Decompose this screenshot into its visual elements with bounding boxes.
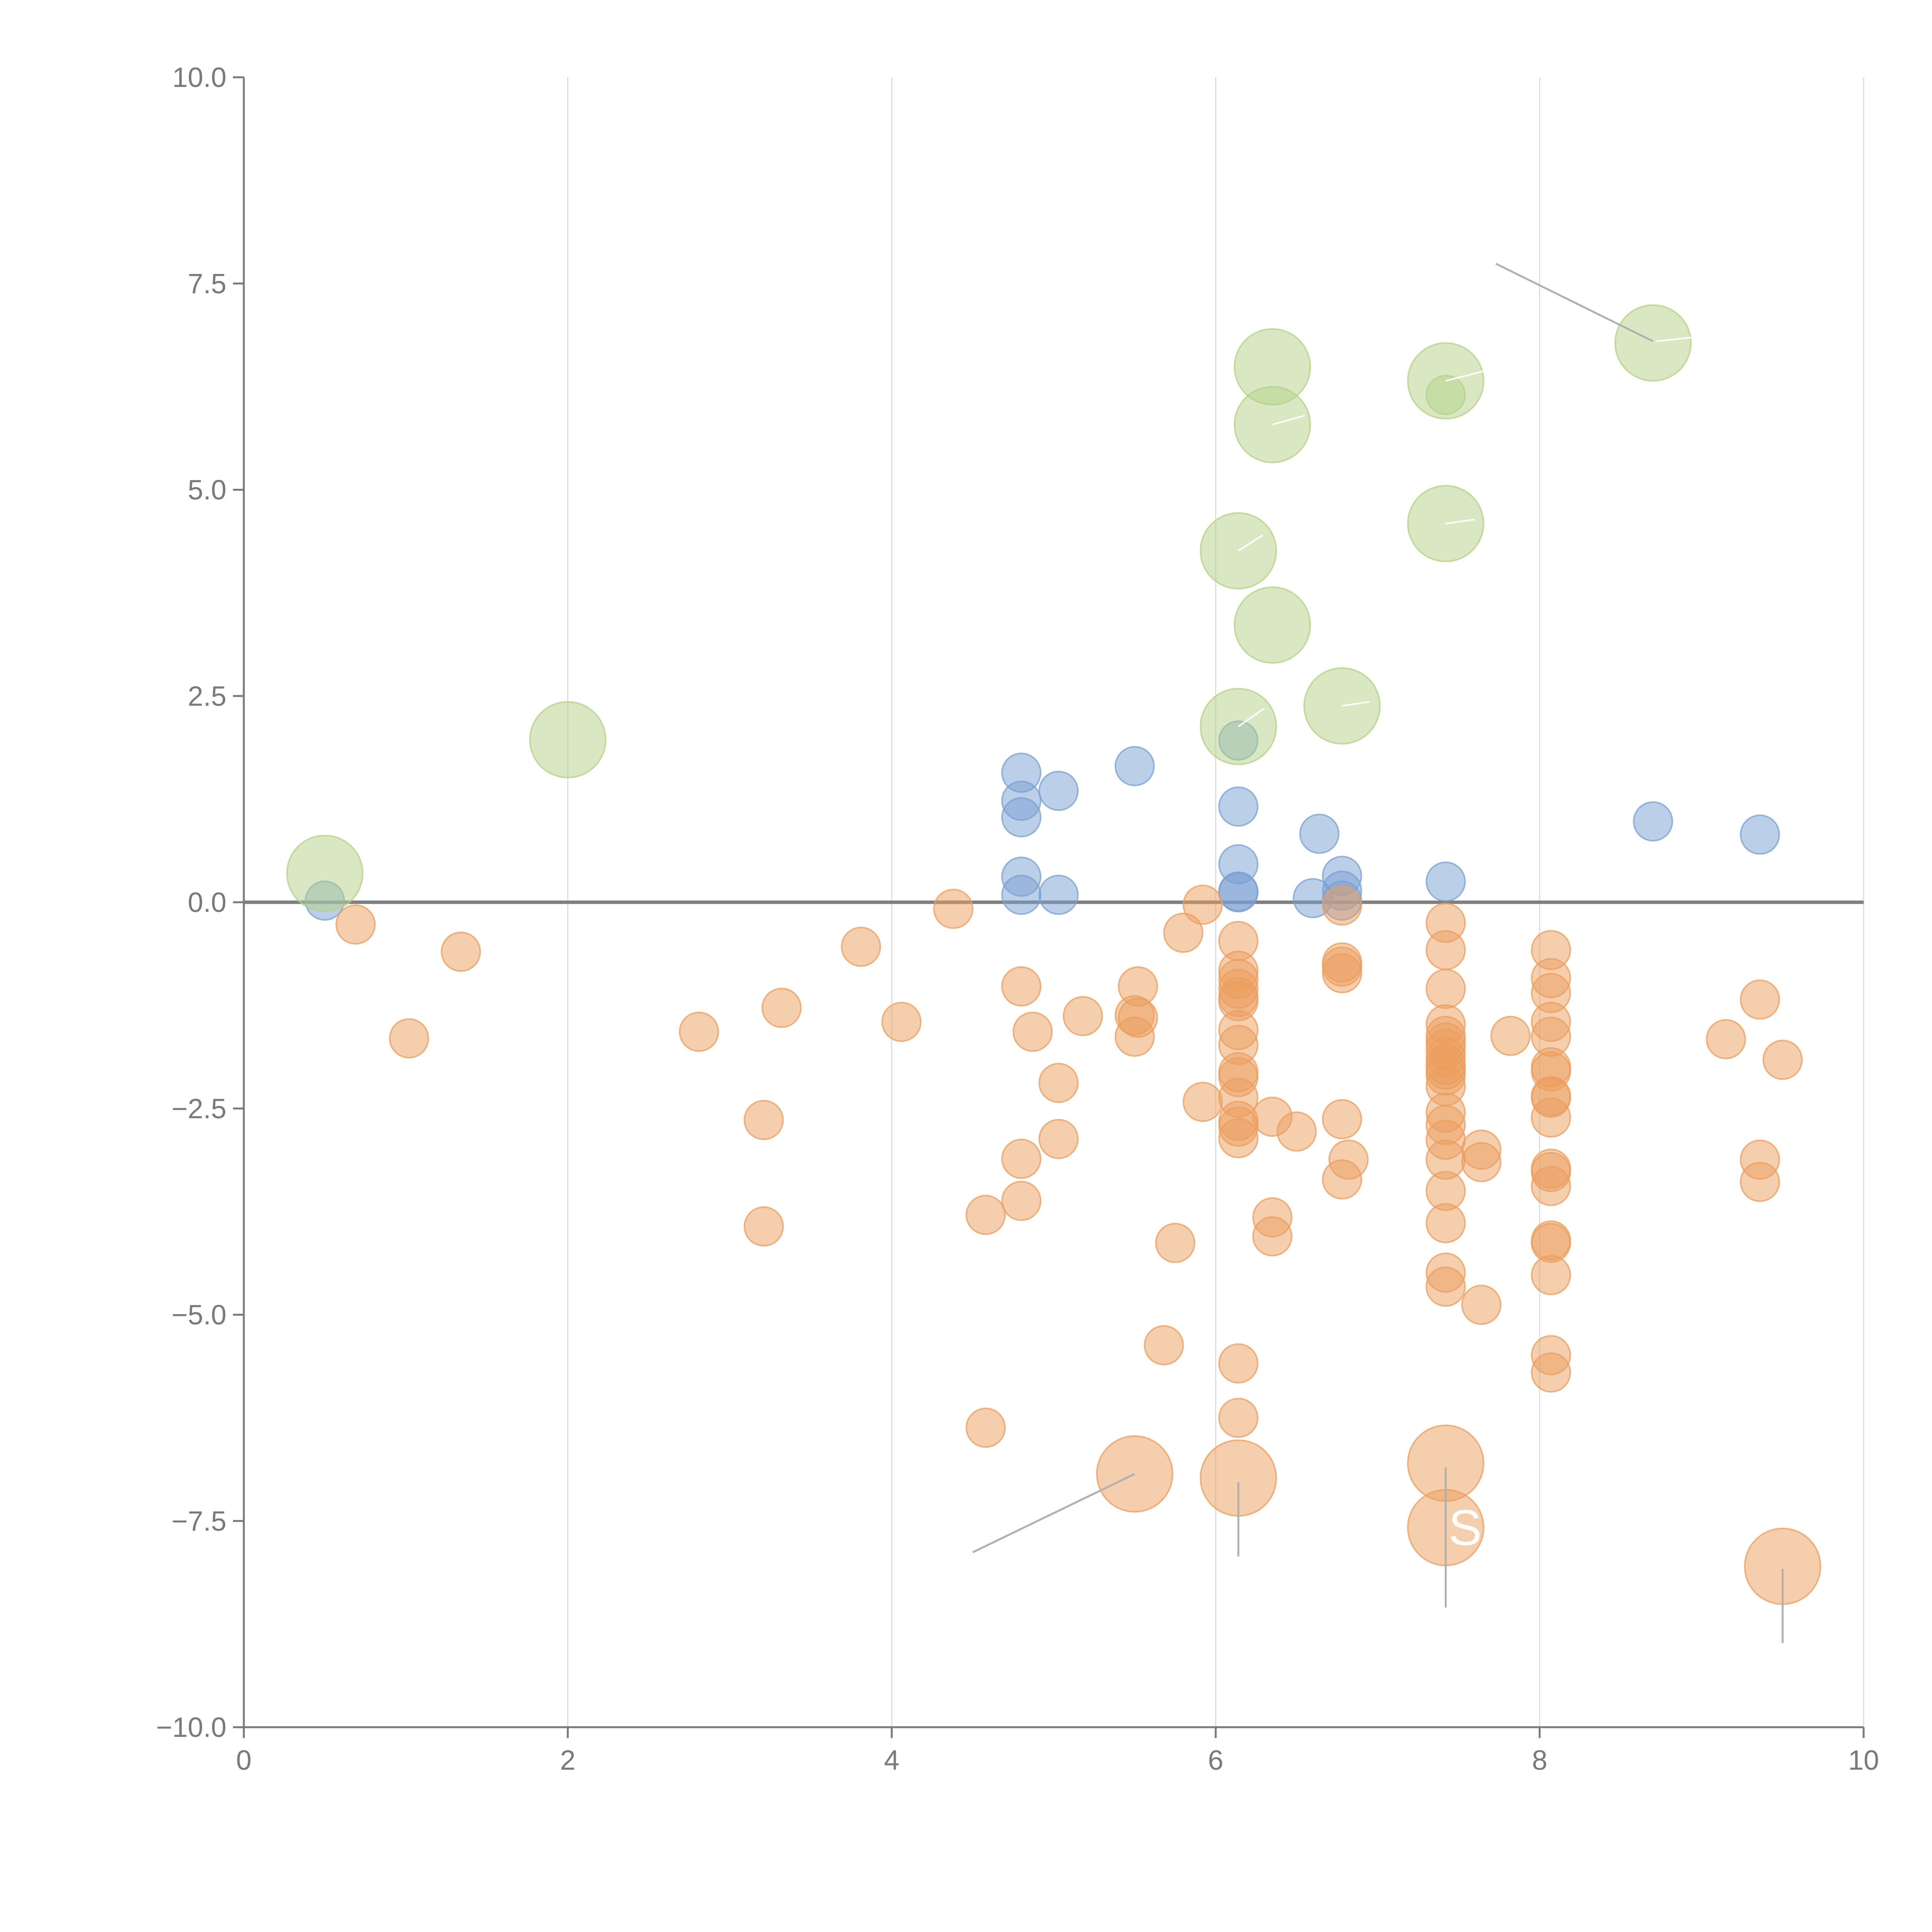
point-orange-97	[1706, 1019, 1746, 1060]
point-orange-22	[1117, 997, 1158, 1038]
point-green-0	[286, 835, 364, 912]
point-blue-7	[1038, 874, 1079, 915]
point-orange-10	[965, 1195, 1006, 1235]
point-orange-57	[1425, 969, 1466, 1009]
point-orange-25	[1163, 912, 1204, 953]
point-orange-27	[1182, 1082, 1223, 1122]
point-orange-8	[881, 1002, 922, 1042]
point-orange-4	[743, 1100, 784, 1140]
point-green-10	[1614, 304, 1692, 382]
point-orange-54	[1328, 1139, 1369, 1180]
point-blue-21	[1740, 814, 1780, 855]
point-orange-72	[1425, 1203, 1466, 1243]
point-blue-13	[1218, 872, 1259, 913]
point-orange-41	[1218, 1118, 1259, 1158]
axis-ticks: −10.0 −7.5 −5.0 −2.5 0.0 2.5 5.0 7.5 10.0 0 2 4 6 8 10	[156, 62, 1879, 1776]
y-tick-label-6: 5.0	[188, 475, 226, 506]
y-tick-label-1: −7.5	[172, 1506, 226, 1537]
connector-line-8	[1238, 534, 1263, 552]
connector-line-4	[1495, 263, 1654, 342]
point-orange-77	[1461, 1284, 1502, 1325]
point-green-small-0	[1425, 374, 1466, 415]
y-tick-label-2: −5.0	[172, 1300, 226, 1331]
point-orange-91	[1531, 1166, 1571, 1206]
point-blue-14	[1299, 813, 1340, 854]
point-green-1	[529, 701, 607, 779]
point-orange-0	[335, 904, 376, 945]
point-orange-17	[1038, 1119, 1079, 1159]
point-orange-13	[1001, 1138, 1042, 1179]
connector-line-5	[1656, 334, 1718, 342]
point-orange-16	[1038, 1063, 1079, 1103]
x-tick-label-4: 8	[1532, 1745, 1548, 1776]
y-tick-label-3: −2.5	[172, 1094, 226, 1124]
connector-line-0	[972, 1473, 1135, 1553]
point-orange-96	[1531, 1352, 1571, 1393]
y-tick-label-0: −10.0	[156, 1712, 226, 1743]
point-orange-18	[1063, 996, 1103, 1036]
annotation-label-0: S	[1448, 1499, 1482, 1556]
point-blue-10	[1218, 786, 1259, 827]
point-orange-56	[1425, 930, 1466, 970]
point-orange-100	[1740, 1162, 1780, 1202]
point-orange-15	[1012, 1012, 1053, 1052]
point-orange-11	[965, 1407, 1006, 1448]
y-tick-label-4: 0.0	[188, 887, 226, 918]
point-orange-47	[1276, 1111, 1317, 1152]
point-orange-101	[1762, 1039, 1803, 1080]
point-blue-6	[1001, 874, 1042, 915]
point-orange-88	[1531, 1097, 1571, 1138]
x-tick-label-1: 2	[560, 1745, 575, 1776]
y-tick-label-7: 7.5	[188, 269, 226, 299]
x-tick-label-2: 4	[884, 1745, 900, 1776]
point-green-6	[1233, 328, 1311, 406]
point-orange-51	[1322, 953, 1362, 993]
x-tick-label-3: 6	[1208, 1745, 1223, 1776]
point-blue-20	[1633, 801, 1673, 842]
y-tick-label-8: 10.0	[172, 62, 226, 93]
point-orange-9	[933, 889, 974, 929]
point-blue-3	[1001, 797, 1042, 838]
point-orange-43	[1218, 1398, 1259, 1438]
connector-line-10	[1342, 701, 1370, 707]
point-blue-4	[1038, 770, 1079, 811]
annotations: S	[1448, 1499, 1482, 1556]
point-orange-7	[841, 927, 881, 967]
point-orange-52	[1322, 1099, 1362, 1139]
point-orange-12	[1001, 966, 1042, 1007]
point-orange-6	[761, 988, 802, 1028]
point-orange-98	[1740, 979, 1780, 1020]
point-orange-26	[1182, 884, 1223, 925]
point-orange-23	[1144, 1325, 1184, 1366]
point-orange-3	[679, 1012, 719, 1052]
connector-line-11	[1238, 707, 1265, 727]
connector-line-9	[1446, 519, 1475, 525]
point-orange-5	[743, 1206, 784, 1247]
point-orange-76	[1461, 1142, 1502, 1182]
point-blue-8	[1114, 746, 1155, 786]
x-tick-label-0: 0	[236, 1745, 252, 1776]
point-orange-2	[440, 932, 481, 972]
connector-line-6	[1445, 369, 1488, 382]
point-orange-74	[1425, 1266, 1466, 1307]
point-orange-46	[1252, 1216, 1293, 1257]
data-points	[286, 304, 1821, 1605]
point-green-4	[1233, 586, 1311, 664]
point-orange-48	[1322, 885, 1362, 926]
point-orange-42	[1218, 1343, 1259, 1384]
y-tick-label-5: 2.5	[188, 681, 226, 712]
point-orange-24	[1155, 1223, 1196, 1263]
point-orange-78	[1490, 1015, 1531, 1056]
x-tick-label-5: 10	[1848, 1745, 1879, 1776]
connector-line-7	[1272, 415, 1305, 425]
point-orange-14	[1001, 1180, 1042, 1221]
point-orange-1	[389, 1018, 429, 1059]
point-orange-94	[1531, 1255, 1571, 1296]
point-blue-19	[1425, 861, 1466, 902]
annotation-connectors	[972, 263, 1784, 1643]
